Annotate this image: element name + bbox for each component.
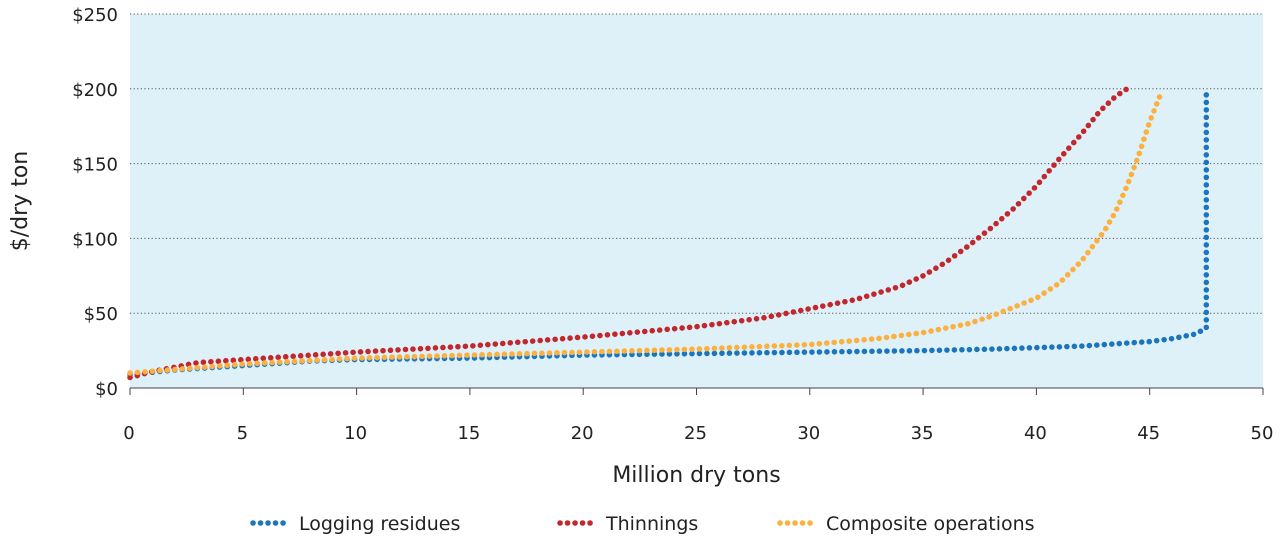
gridlines: [130, 13, 1263, 314]
series-group: [127, 86, 1210, 381]
x-tick-label: 40: [1024, 423, 1047, 444]
series-line-2: [127, 86, 1130, 381]
plot-background: [130, 14, 1263, 388]
x-tick-label: 35: [911, 423, 934, 444]
legend: Logging residues Thinnings Composite opera…: [250, 513, 1035, 535]
legend-item: Composite operations: [777, 513, 1035, 535]
x-axis-ticks: 0 5 10 15 20 25 30 35 40 45 50: [123, 388, 1273, 444]
x-tick-label: 30: [797, 423, 820, 444]
legend-label: Logging residues: [299, 513, 460, 535]
y-tick-label: $0: [95, 379, 118, 400]
y-tick-label: $250: [72, 5, 118, 26]
legend-item: Thinnings: [557, 513, 698, 535]
x-tick-label: 50: [1251, 423, 1274, 444]
y-tick-label: $150: [72, 155, 118, 176]
y-axis-title: $/dry ton: [8, 151, 33, 251]
y-tick-label: $100: [72, 229, 118, 250]
legend-item: Logging residues: [250, 513, 460, 535]
y-axis-ticks: $0 $50 $100 $150 $200 $250: [72, 5, 118, 400]
legend-label: Thinnings: [605, 513, 698, 535]
x-tick-label: 10: [344, 423, 367, 444]
x-tick-label: 5: [237, 423, 248, 444]
y-tick-label: $50: [84, 304, 118, 325]
x-tick-label: 15: [457, 423, 480, 444]
legend-label: Composite operations: [826, 513, 1035, 535]
x-tick-label: 25: [684, 423, 707, 444]
x-tick-label: 45: [1137, 423, 1160, 444]
series-line-3: [127, 90, 1164, 376]
x-tick-label: 20: [571, 423, 594, 444]
y-tick-label: $200: [72, 80, 118, 101]
x-axis-title: Million dry tons: [612, 463, 780, 488]
x-tick-label: 0: [123, 423, 134, 444]
